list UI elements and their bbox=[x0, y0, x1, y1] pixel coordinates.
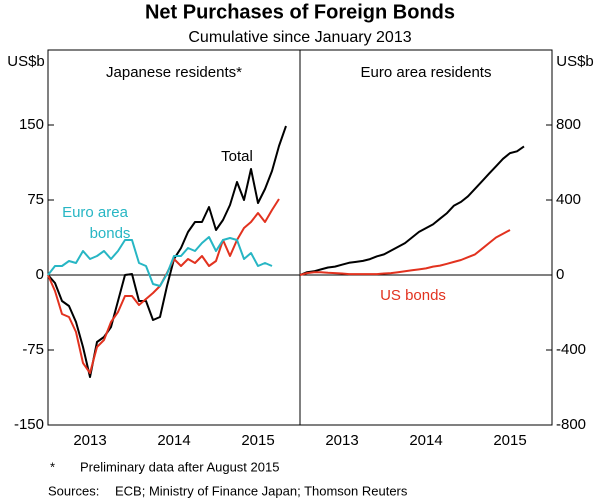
x-tick-label: 2013 bbox=[325, 432, 358, 449]
y-tick-label: 75 bbox=[27, 191, 44, 208]
x-tick-label: 2015 bbox=[241, 432, 274, 449]
chart-subtitle: Cumulative since January 2013 bbox=[188, 29, 411, 46]
x-tick-label: 2015 bbox=[493, 432, 526, 449]
note: Preliminary data after August 2015 bbox=[80, 459, 279, 474]
y-tick-label: 0 bbox=[36, 266, 44, 283]
y-axis-label: US$b bbox=[556, 53, 594, 70]
panel-title: Euro area residents bbox=[361, 64, 492, 81]
y-axis-label: US$b bbox=[7, 53, 45, 70]
y-tick-label: -150 bbox=[14, 416, 44, 433]
y-tick-label: -800 bbox=[556, 416, 586, 433]
y-tick-label: 150 bbox=[19, 116, 44, 133]
chart-title: Net Purchases of Foreign Bonds bbox=[145, 1, 455, 23]
y-tick-label: -75 bbox=[22, 341, 44, 358]
y-tick-label: 0 bbox=[556, 266, 564, 283]
sources: ECB; Ministry of Finance Japan; Thomson … bbox=[115, 483, 408, 498]
x-tick-label: 2014 bbox=[409, 432, 442, 449]
series-label: Total bbox=[221, 148, 253, 165]
y-tick-label: 400 bbox=[556, 191, 581, 208]
series-line bbox=[299, 229, 511, 276]
panel-title: Japanese residents* bbox=[106, 64, 242, 81]
y-tick-label: 800 bbox=[556, 116, 581, 133]
y-tick-label: -400 bbox=[556, 341, 586, 358]
sources-label: Sources: bbox=[48, 483, 99, 498]
x-tick-label: 2013 bbox=[73, 432, 106, 449]
series-line bbox=[47, 236, 273, 287]
x-tick-label: 2014 bbox=[157, 432, 190, 449]
series-label: Euro area bonds bbox=[62, 204, 130, 242]
series-label: US bonds bbox=[380, 287, 446, 304]
series-line bbox=[47, 125, 287, 378]
note-marker: * bbox=[50, 459, 55, 474]
series-line bbox=[299, 145, 525, 276]
